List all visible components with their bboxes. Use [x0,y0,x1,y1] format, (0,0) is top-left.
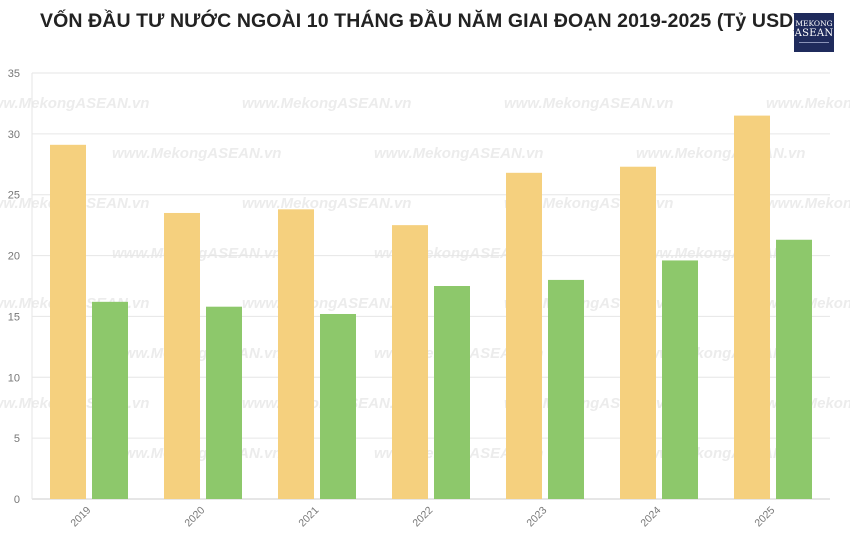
y-tick-label: 5 [14,433,20,445]
watermark-text: www.MekongASEAN.vn [766,95,850,112]
bar-series-1-2021 [278,209,314,499]
x-tick-label: 2025 [752,504,777,529]
bar-series-1-2024 [620,166,656,499]
bar-series-1-2023 [506,172,542,499]
x-tick-label: 2021 [296,504,321,529]
y-tick-label: 30 [8,129,20,141]
x-axis-ticks: 2019 2020 2021 2022 2023 2024 2025 [68,504,777,529]
bar-series-1-2019 [50,144,86,499]
watermark-text: www.MekongASEAN.vn [0,95,149,112]
watermark-text: www.MekongASEAN.vn [112,145,281,162]
bar-series-2-2020 [206,306,242,499]
bar-series-1-2020 [164,212,200,499]
y-tick-label: 15 [8,311,20,323]
y-tick-label: 35 [8,68,20,80]
bar-series-2-2021 [320,313,356,499]
watermark-text: www.MekongASEAN.vn [636,145,805,162]
watermark-text: www.MekongASEAN.vn [374,145,543,162]
bar-series-2-2022 [434,286,470,499]
x-tick-label: 2019 [68,504,93,529]
y-tick-label: 0 [14,494,20,506]
bar-series-2-2019 [92,301,128,499]
bar-series-2-2025 [776,239,812,499]
watermark-text: www.MekongASEAN.vn [242,195,411,212]
watermark-text: www.MekongASEAN.vn [766,195,850,212]
logo-line-1: MEKONG [795,19,833,28]
bar-series-1-2025 [734,115,770,499]
watermark-text: www.MekongASEAN.vn [242,295,411,312]
bars [50,115,812,499]
bar-series-1-2022 [392,225,428,499]
x-tick-label: 2022 [410,504,435,529]
chart-title: VỐN ĐẦU TƯ NƯỚC NGOÀI 10 THÁNG ĐẦU NĂM G… [40,10,800,32]
y-axis-ticks: 0 5 10 15 20 25 30 35 [8,68,20,506]
watermark-text: www.MekongASEAN.vn [504,95,673,112]
watermark-text: www.MekongASEAN.vn [242,95,411,112]
y-tick-label: 10 [8,372,20,384]
gridlines [31,72,830,500]
bar-series-2-2024 [662,260,698,499]
x-tick-label: 2024 [638,504,663,529]
bar-series-2-2023 [548,279,584,499]
logo-divider [799,42,829,43]
x-tick-label: 2023 [524,504,549,529]
y-tick-label: 20 [8,251,20,263]
mekongasean-logo: MEKONG ASEAN [794,13,834,52]
x-tick-label: 2020 [182,504,207,529]
logo-line-2: ASEAN [794,28,834,39]
y-tick-label: 25 [8,190,20,202]
